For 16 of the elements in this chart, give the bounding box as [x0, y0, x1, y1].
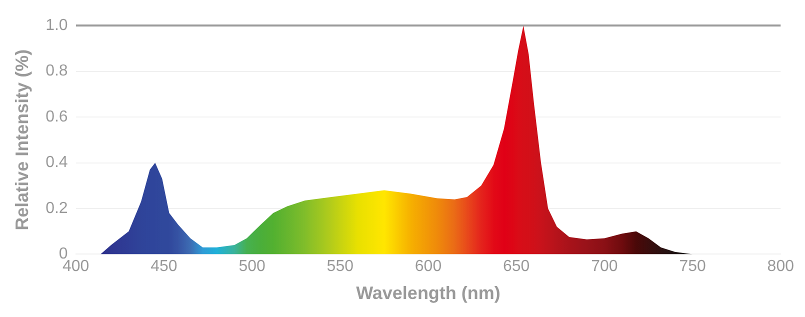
x-tick-label: 450 [150, 258, 178, 276]
x-tick-label: 500 [238, 258, 266, 276]
y-tick-label: 0.8 [46, 62, 68, 80]
y-tick-label: 1.0 [46, 17, 68, 34]
y-axis-title: Relative Intensity (%) [12, 49, 32, 230]
x-tick-label: 550 [326, 258, 354, 276]
x-tick-label: 800 [767, 258, 794, 276]
x-tick-label: 750 [679, 258, 706, 276]
x-tick-label: 700 [591, 258, 618, 276]
x-tick-label: 400 [62, 258, 90, 276]
x-tick-label: 600 [414, 258, 442, 276]
y-tick-label: 0.2 [46, 200, 68, 217]
x-tick-label: 650 [502, 258, 530, 276]
y-tick-label: 0.6 [46, 108, 68, 126]
y-tick-label: 0.4 [46, 154, 68, 172]
x-axis-title: Wavelength (nm) [356, 283, 500, 304]
